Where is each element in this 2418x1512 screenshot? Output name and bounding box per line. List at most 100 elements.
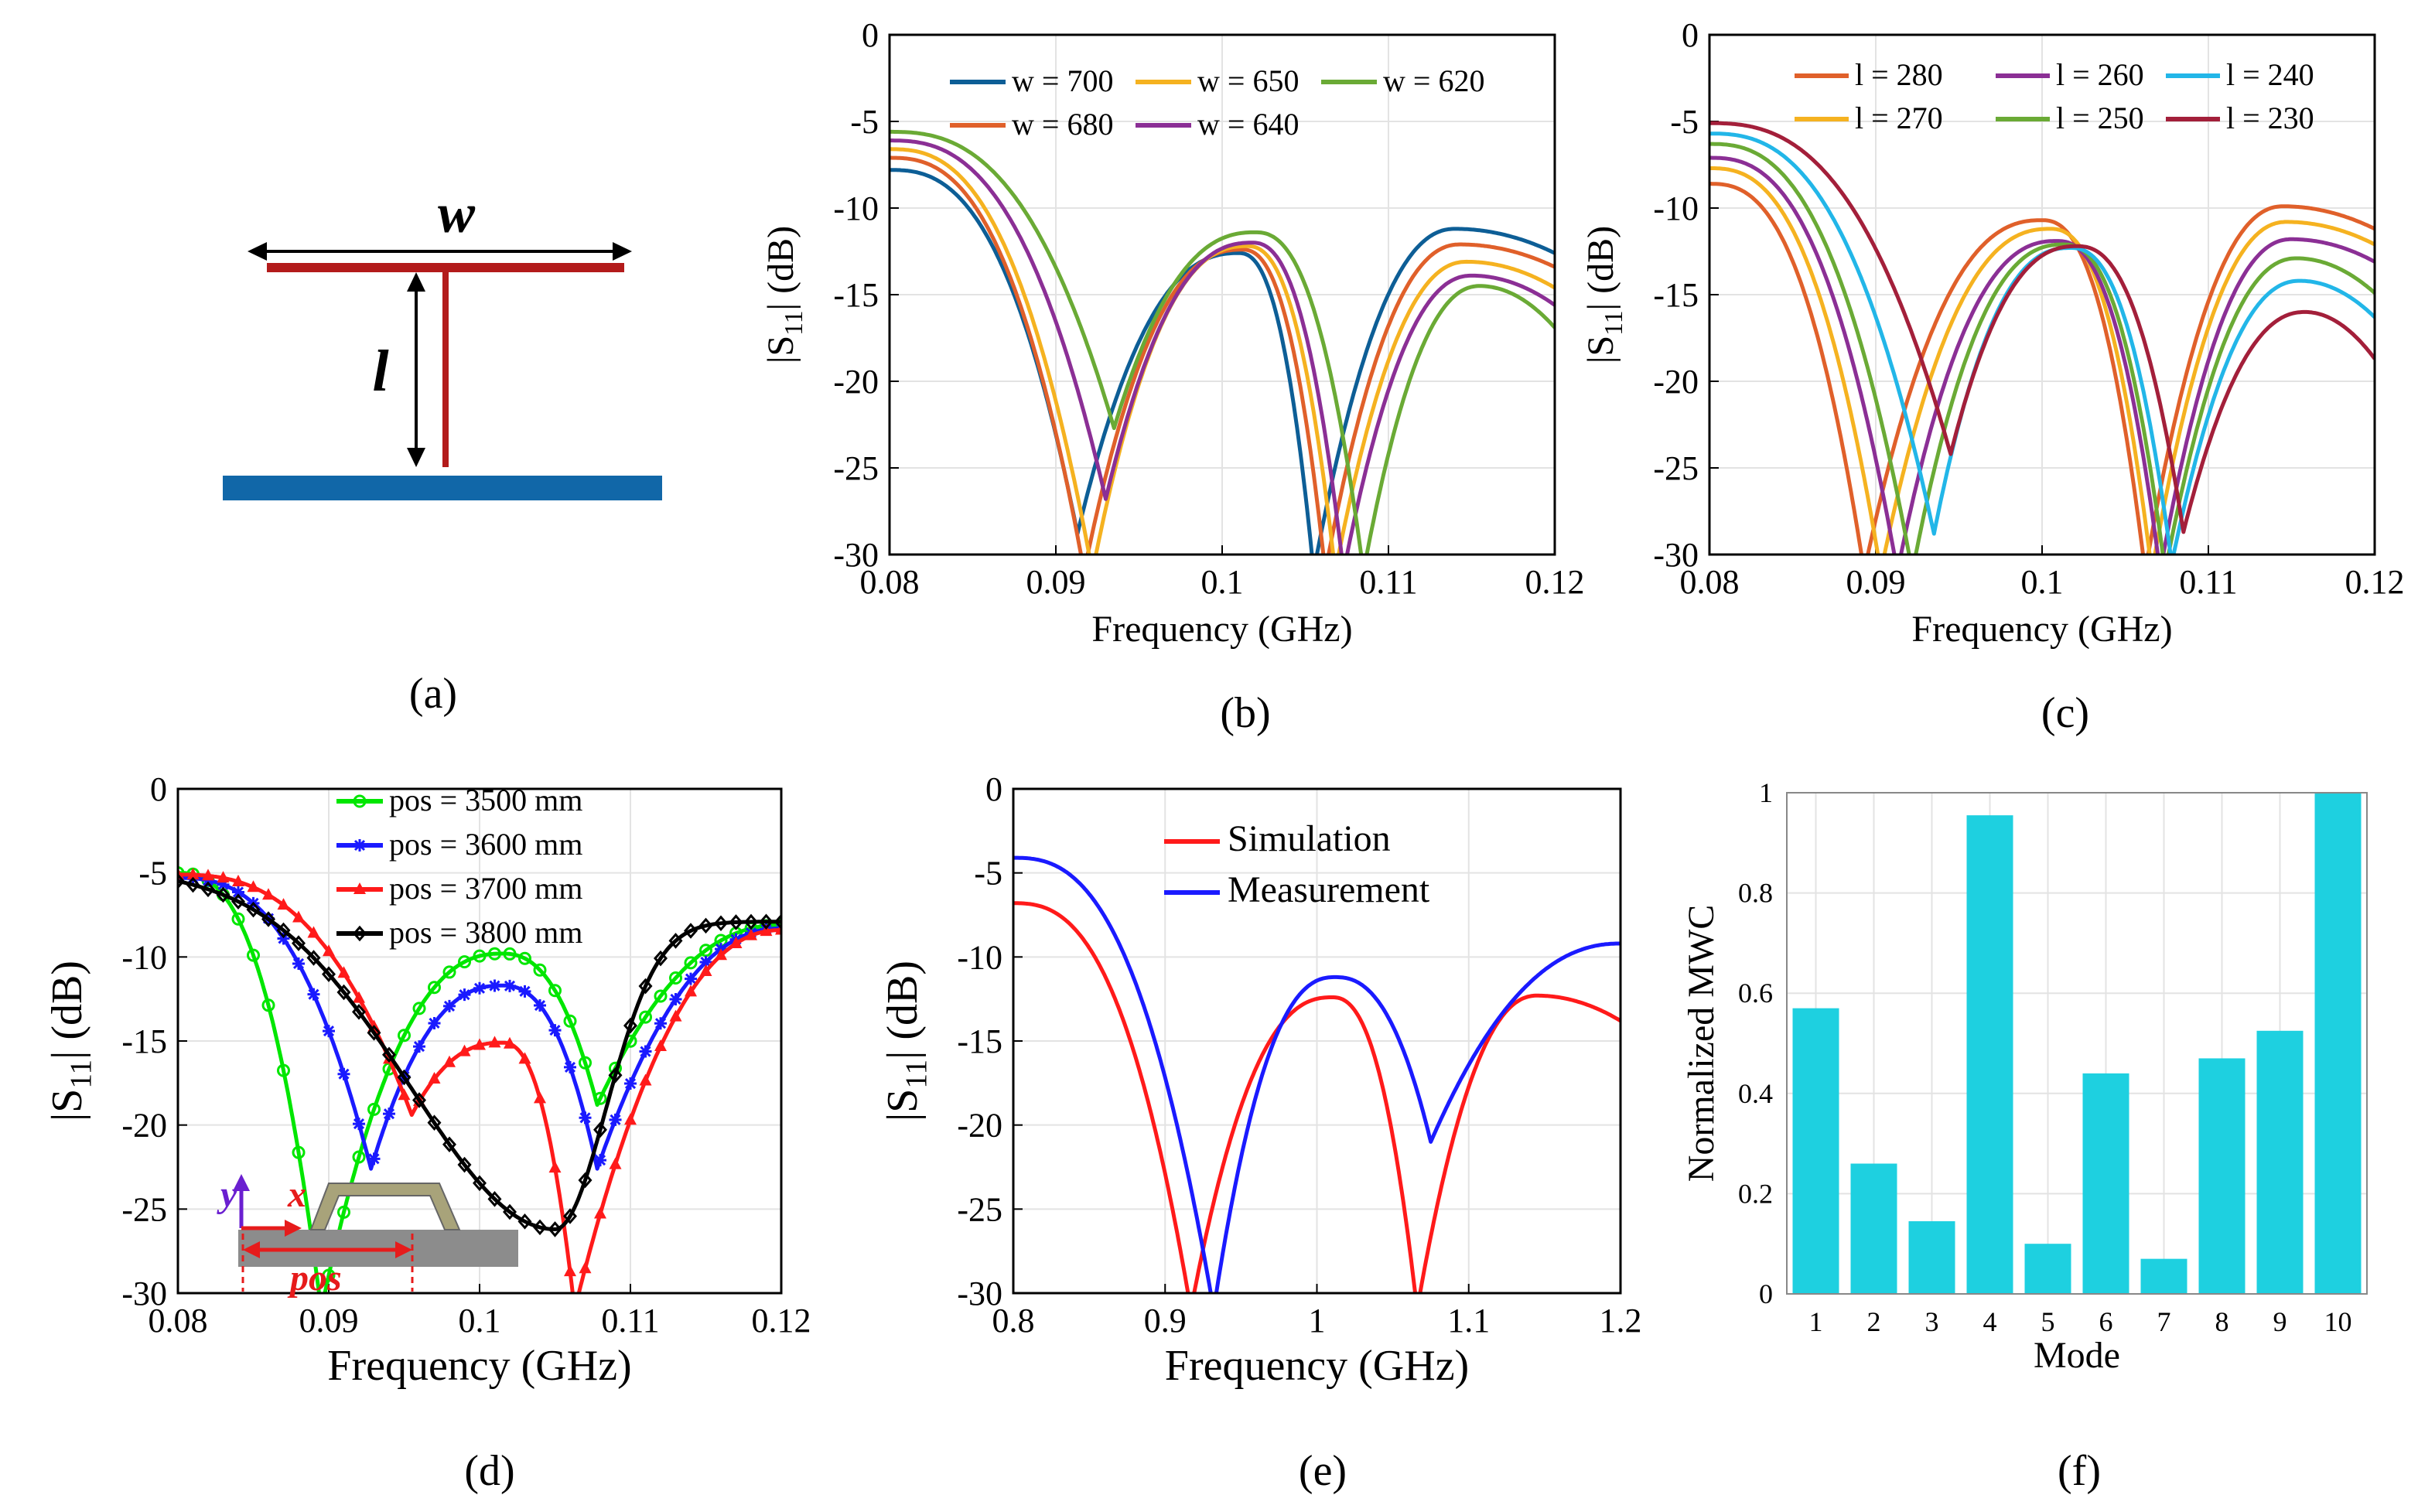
y-tick-label: -5 bbox=[850, 103, 879, 141]
data-point bbox=[579, 1056, 592, 1070]
x-tick-label: 3 bbox=[1925, 1306, 1939, 1337]
bar bbox=[1966, 815, 2013, 1294]
data-point bbox=[336, 984, 351, 1001]
data-point bbox=[277, 898, 290, 910]
data-point bbox=[699, 944, 712, 957]
data-point bbox=[458, 955, 471, 969]
data-point bbox=[413, 1040, 425, 1053]
legend-label: w = 700 bbox=[1012, 63, 1113, 98]
y-tick-label: -25 bbox=[1653, 449, 1699, 487]
y-tick-label: -25 bbox=[121, 1190, 167, 1228]
data-point bbox=[487, 1191, 502, 1207]
data-point bbox=[353, 991, 365, 1003]
data-point bbox=[564, 1265, 576, 1277]
data-point bbox=[186, 868, 200, 880]
data-point bbox=[353, 1118, 365, 1131]
data-point bbox=[578, 1172, 593, 1189]
y-tick-label: -20 bbox=[1653, 363, 1699, 401]
data-point bbox=[292, 935, 306, 951]
vertical-element bbox=[442, 272, 449, 467]
data-point bbox=[639, 1045, 652, 1058]
x-tick-label: 0.11 bbox=[2179, 563, 2237, 601]
data-point bbox=[353, 794, 367, 808]
data-point bbox=[685, 972, 697, 985]
series-line bbox=[1709, 142, 2375, 555]
plot-frame bbox=[1708, 33, 2376, 556]
inset-pos-label: pos bbox=[287, 1258, 342, 1299]
data-point bbox=[383, 1108, 395, 1121]
data-point bbox=[398, 1088, 411, 1101]
y-tick-label: -25 bbox=[957, 1190, 1002, 1228]
inset-trapezoid bbox=[309, 1183, 461, 1230]
data-point bbox=[323, 1025, 335, 1038]
x-tick-label: 0.08 bbox=[149, 1302, 208, 1340]
x-tick-label: 1 bbox=[1309, 1302, 1326, 1340]
panel-b: 0 -5 -10 -15 -20 -25 -300.08 0.09 0.1 0.11 0.12 Fre… bbox=[760, 16, 1585, 650]
x-tick-label: 6 bbox=[2099, 1306, 2113, 1337]
data-point bbox=[699, 964, 712, 977]
data-point bbox=[503, 1203, 517, 1220]
caption-f: (f) bbox=[2058, 1447, 2101, 1495]
data-point bbox=[246, 901, 261, 918]
data-point bbox=[457, 1156, 472, 1173]
data-point bbox=[654, 989, 668, 1003]
data-point bbox=[276, 922, 291, 939]
y-tick-label: -25 bbox=[833, 449, 879, 487]
x-tick-label: 1.1 bbox=[1447, 1302, 1490, 1340]
series-line bbox=[1013, 855, 1621, 1293]
plot-frame bbox=[888, 33, 1556, 556]
data-point bbox=[367, 1152, 381, 1166]
data-point bbox=[579, 1111, 592, 1125]
data-point bbox=[774, 918, 781, 932]
legend-label: w = 680 bbox=[1012, 107, 1113, 142]
y-tick-label: -20 bbox=[121, 1107, 167, 1145]
data-point bbox=[247, 948, 260, 962]
data-point bbox=[488, 979, 501, 992]
data-point bbox=[488, 1036, 501, 1048]
data-point bbox=[594, 1207, 606, 1219]
data-point bbox=[261, 911, 275, 927]
series-line bbox=[890, 129, 1555, 555]
legend-label: w = 650 bbox=[1197, 63, 1299, 98]
data-point bbox=[217, 878, 230, 891]
data-point bbox=[744, 913, 758, 930]
y-tick-label: 0.4 bbox=[1738, 1078, 1773, 1109]
panel-f: 0 0.2 0.4 0.6 0.8 1 1 2 3 4 5 6 7 8 9 10 Mode Normalized … bbox=[1681, 777, 2368, 1376]
data-point bbox=[609, 1113, 622, 1126]
y-tick-label: 0.6 bbox=[1738, 978, 1773, 1009]
data-point bbox=[668, 933, 683, 949]
series-line bbox=[1709, 182, 2375, 555]
pos-arrow-left-head bbox=[243, 1241, 260, 1258]
data-point bbox=[201, 881, 215, 898]
data-point bbox=[669, 1009, 682, 1022]
data-point bbox=[412, 1002, 426, 1015]
w-label: w bbox=[438, 183, 476, 244]
plot-frame bbox=[1786, 792, 2368, 1295]
legend-label: l = 280 bbox=[1855, 57, 1943, 92]
data-point bbox=[458, 988, 471, 1002]
data-point bbox=[609, 1157, 622, 1169]
x-axis-label: Mode bbox=[2034, 1335, 2120, 1376]
data-point bbox=[579, 1261, 592, 1274]
data-point bbox=[594, 1154, 606, 1167]
y-tick-label: -10 bbox=[833, 189, 879, 227]
caption-d: (d) bbox=[464, 1447, 514, 1495]
data-point bbox=[654, 950, 668, 967]
y-axis-label: |S11| (dB) bbox=[1580, 226, 1628, 363]
data-point bbox=[247, 880, 260, 893]
top-arm bbox=[267, 263, 624, 272]
data-point bbox=[277, 932, 290, 945]
l-label: l bbox=[372, 339, 388, 404]
series-line bbox=[1709, 166, 2375, 555]
y-tick-label: -30 bbox=[121, 1275, 167, 1312]
caption-e: (e) bbox=[1299, 1447, 1347, 1495]
data-point bbox=[412, 1092, 426, 1108]
data-point bbox=[277, 1063, 290, 1077]
data-point bbox=[533, 1219, 547, 1236]
data-point bbox=[504, 1036, 516, 1049]
caption-a: (a) bbox=[409, 670, 457, 718]
data-point bbox=[729, 914, 743, 930]
y-tick-label: 0.2 bbox=[1738, 1178, 1773, 1209]
caption-b: (b) bbox=[1220, 689, 1270, 737]
series-line bbox=[1013, 901, 1621, 1293]
